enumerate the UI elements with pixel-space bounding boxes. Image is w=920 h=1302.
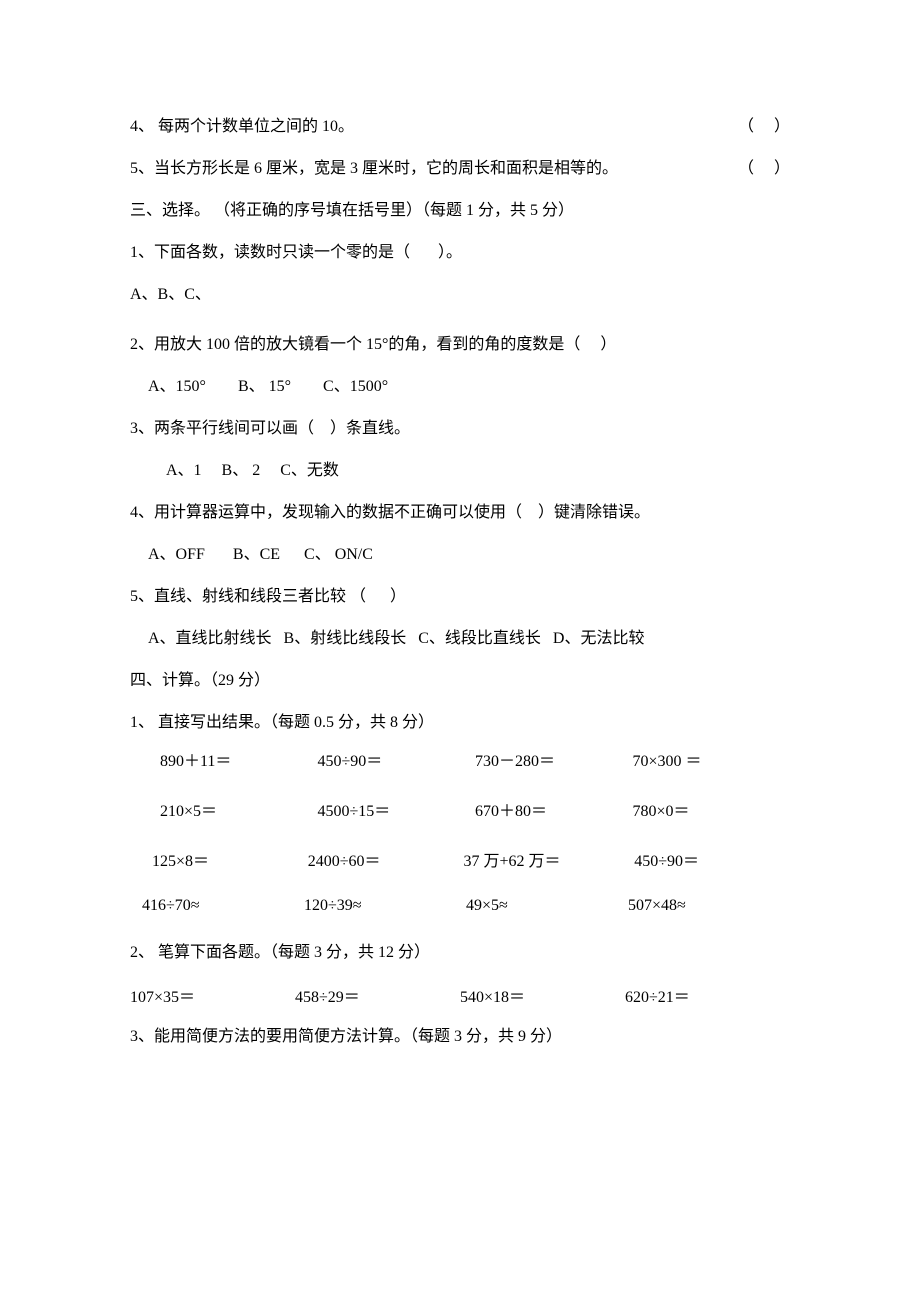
written-row: 107×35＝ 458÷29＝ 540×18＝ 620÷21＝ bbox=[130, 983, 790, 1007]
calc-cell: 416÷70≈ bbox=[130, 897, 304, 915]
calc-cell: 49×5≈ bbox=[466, 897, 628, 915]
s3-q5-text: 5、直线、射线和线段三者比较 （ ） bbox=[130, 585, 790, 609]
written-cell: 620÷21＝ bbox=[625, 983, 790, 1007]
calc-cell: 2400÷60＝ bbox=[308, 847, 464, 871]
calc-row-1: 890＋11＝ 450÷90＝ 730－280＝ 70×300 ＝ bbox=[130, 747, 790, 771]
calc-cell: 450÷90＝ bbox=[619, 847, 790, 871]
s3-q3-text: 3、两条平行线间可以画（ ）条直线。 bbox=[130, 417, 790, 441]
judge-q5-text: 5、当长方形长是 6 厘米，宽是 3 厘米时，它的周长和面积是相等的。 bbox=[130, 157, 618, 181]
s3-q2-options: A、150° B、 15° C、1500° bbox=[130, 375, 790, 399]
s3-q4-text: 4、用计算器运算中，发现输入的数据不正确可以使用（ ）键清除错误。 bbox=[130, 501, 790, 525]
calc-cell: 125×8＝ bbox=[130, 847, 308, 871]
s3-q1-text: 1、下面各数，读数时只读一个零的是（ ）。 bbox=[130, 241, 790, 265]
calc-cell: 507×48≈ bbox=[628, 897, 790, 915]
calc-row-3: 125×8＝ 2400÷60＝ 37 万+62 万＝ 450÷90＝ bbox=[130, 847, 790, 871]
s3-q5-options: A、直线比射线长 B、射线比线段长 C、线段比直线长 D、无法比较 bbox=[130, 627, 790, 651]
judge-q5-paren: （ ） bbox=[738, 157, 790, 181]
calc-cell: 120÷39≈ bbox=[304, 897, 466, 915]
calc-cell: 37 万+62 万＝ bbox=[464, 847, 620, 871]
section3-title: 三、选择。 （将正确的序号填在括号里）（每题 1 分，共 5 分） bbox=[130, 199, 790, 223]
written-cell: 540×18＝ bbox=[460, 983, 625, 1007]
calc-cell: 670＋80＝ bbox=[475, 797, 633, 821]
s3-q2-text: 2、用放大 100 倍的放大镜看一个 15°的角，看到的角的度数是（ ） bbox=[130, 333, 790, 357]
s4-sub2-title: 2、 笔算下面各题。（每题 3 分，共 12 分） bbox=[130, 941, 790, 965]
s4-sub3-title: 3、能用简便方法的要用简便方法计算。（每题 3 分，共 9 分） bbox=[130, 1025, 790, 1049]
s3-q1-options: A、B、C、 bbox=[130, 283, 790, 307]
judge-q4: 4、 每两个计数单位之间的 10。 （ ） bbox=[130, 115, 790, 139]
calc-cell: 780×0＝ bbox=[633, 797, 791, 821]
written-cell: 458÷29＝ bbox=[295, 983, 460, 1007]
calc-cell: 70×300 ＝ bbox=[633, 747, 791, 771]
calc-row-2: 210×5＝ 4500÷15＝ 670＋80＝ 780×0＝ bbox=[130, 797, 790, 821]
judge-q4-text: 4、 每两个计数单位之间的 10。 bbox=[130, 115, 354, 139]
section4-title: 四、计算。（29 分） bbox=[130, 669, 790, 693]
calc-cell: 890＋11＝ bbox=[130, 747, 318, 771]
s4-sub1-title: 1、 直接写出结果。（每题 0.5 分，共 8 分） bbox=[130, 711, 790, 735]
calc-cell: 450÷90＝ bbox=[318, 747, 476, 771]
judge-q5: 5、当长方形长是 6 厘米，宽是 3 厘米时，它的周长和面积是相等的。 （ ） bbox=[130, 157, 790, 181]
s3-q4-options: A、OFF B、CE C、 ON/C bbox=[130, 543, 790, 567]
calc-cell: 210×5＝ bbox=[130, 797, 318, 821]
written-cell: 107×35＝ bbox=[130, 983, 295, 1007]
calc-cell: 730－280＝ bbox=[475, 747, 633, 771]
calc-row-4: 416÷70≈ 120÷39≈ 49×5≈ 507×48≈ bbox=[130, 897, 790, 915]
calc-cell: 4500÷15＝ bbox=[318, 797, 476, 821]
judge-q4-paren: （ ） bbox=[738, 115, 790, 139]
s3-q3-options: A、1 B、 2 C、无数 bbox=[130, 459, 790, 483]
